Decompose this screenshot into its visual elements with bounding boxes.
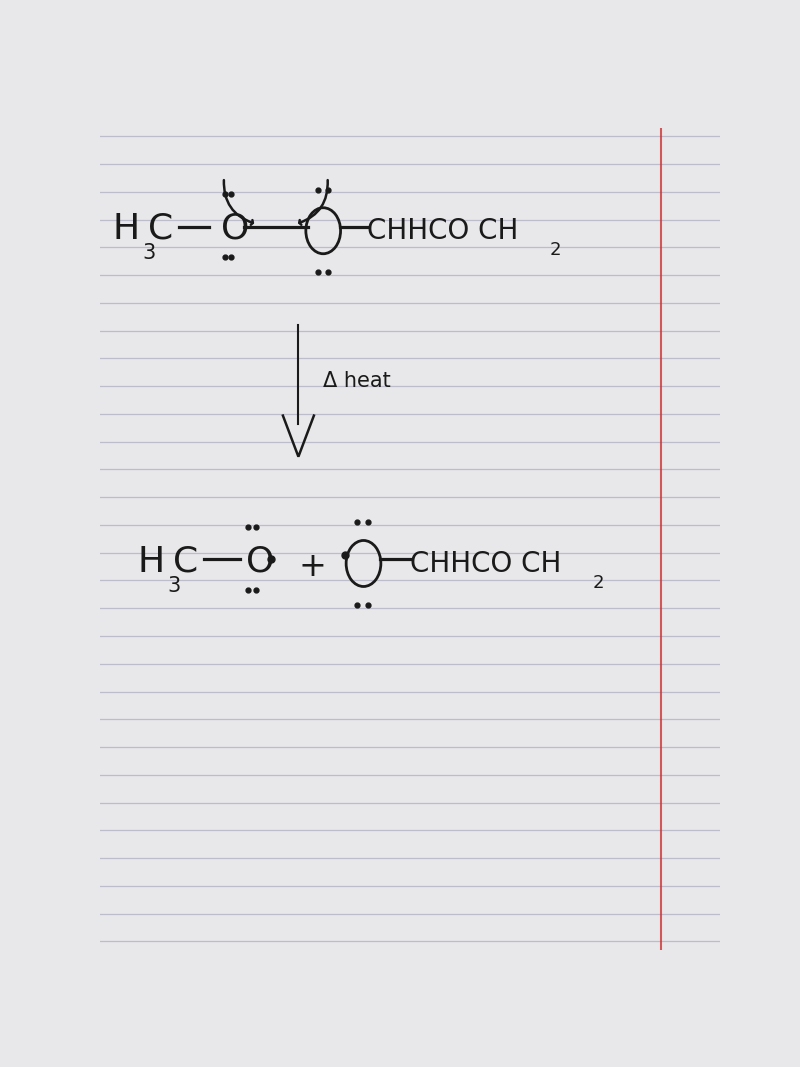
Text: O: O [221,212,250,246]
Text: C: C [173,544,198,578]
Text: CHHCO CH: CHHCO CH [410,550,562,577]
Text: +: + [298,550,326,583]
Text: O: O [246,544,274,578]
Text: H: H [138,544,164,578]
Text: 2: 2 [593,574,605,592]
Text: 2: 2 [550,241,561,259]
Text: CHHCO CH: CHHCO CH [366,217,518,245]
Text: 3: 3 [167,576,180,596]
Text: 3: 3 [142,243,155,264]
Text: C: C [148,212,174,246]
Text: H: H [112,212,139,246]
Text: Δ heat: Δ heat [323,371,391,391]
